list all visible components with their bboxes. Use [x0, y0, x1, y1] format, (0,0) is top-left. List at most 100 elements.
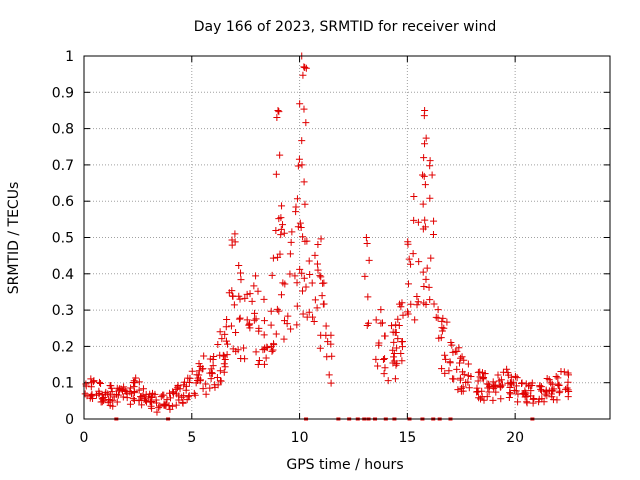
data-point [280, 335, 288, 343]
data-point [216, 328, 224, 336]
data-point [287, 238, 295, 246]
data-point [222, 337, 230, 345]
data-point [190, 389, 198, 397]
data-point [427, 254, 435, 262]
data-point [218, 335, 226, 343]
plot-frame [83, 55, 611, 420]
data-point [310, 318, 318, 326]
data-point [156, 402, 164, 410]
data-point [207, 375, 215, 383]
data-point [221, 330, 229, 338]
data-point [109, 396, 117, 404]
peak-point [274, 106, 282, 114]
data-point [306, 270, 314, 278]
y-tick-label: 0.1 [52, 376, 74, 392]
data-point [325, 371, 333, 379]
data-point [379, 356, 387, 364]
data-point [185, 378, 193, 386]
data-point [392, 361, 400, 369]
data-point [107, 382, 115, 390]
data-point [476, 368, 484, 376]
chart-title: Day 166 of 2023, SRMTID for receiver win… [194, 19, 497, 35]
data-point [284, 312, 292, 320]
data-point [275, 307, 283, 315]
data-point [438, 365, 446, 373]
data-point [188, 367, 196, 375]
data-point [129, 395, 137, 403]
data-point [173, 390, 181, 398]
data-point [155, 404, 163, 412]
data-point [530, 395, 538, 403]
data-point [228, 287, 236, 295]
data-point [421, 181, 429, 189]
data-point [305, 308, 313, 316]
data-point [115, 386, 123, 394]
data-point [269, 254, 277, 262]
data-point [453, 365, 461, 373]
data-point [441, 351, 449, 359]
data-point [157, 393, 165, 401]
data-point [126, 388, 134, 396]
y-axis-label: SRMTID / TECUs [6, 182, 22, 295]
data-point [314, 241, 322, 249]
data-point [126, 400, 134, 408]
data-point [522, 389, 530, 397]
data-point [421, 223, 429, 231]
data-point [302, 119, 310, 127]
data-point [127, 384, 135, 392]
data-point [503, 365, 511, 373]
data-point [390, 349, 398, 357]
data-point [245, 321, 253, 329]
data-point [442, 355, 450, 363]
data-point [430, 217, 438, 225]
data-point [209, 362, 217, 370]
data-point [457, 354, 465, 362]
data-point [211, 383, 219, 391]
data-point [398, 299, 406, 307]
data-point [228, 292, 236, 300]
data-point [260, 295, 268, 303]
data-point [328, 352, 336, 360]
data-point [464, 360, 472, 368]
data-point [554, 380, 562, 388]
data-point [105, 395, 113, 403]
data-point [439, 314, 447, 322]
data-point [263, 344, 271, 352]
x-tick-label: 5 [187, 430, 196, 446]
data-point [327, 379, 335, 387]
data-point [322, 322, 330, 330]
x-tick-label: 15 [398, 430, 416, 446]
data-point [83, 392, 91, 400]
data-point [462, 378, 470, 386]
data-point [216, 351, 224, 359]
data-point [364, 293, 372, 301]
data-point [200, 352, 208, 360]
data-point [293, 195, 301, 203]
data-point [301, 64, 309, 72]
data-point [232, 329, 240, 337]
data-point [277, 291, 285, 299]
data-point [109, 402, 117, 410]
data-point [300, 105, 308, 113]
data-point [236, 295, 244, 303]
x-axis-label: GPS time / hours [286, 457, 403, 473]
data-point [309, 313, 317, 321]
data-point [389, 346, 397, 354]
data-point [119, 393, 127, 401]
data-point [504, 371, 512, 379]
data-point [428, 171, 436, 179]
data-point [422, 300, 430, 308]
data-point [296, 265, 304, 273]
data-point [380, 370, 388, 378]
y-tick-label: 0.2 [52, 339, 74, 355]
data-point [410, 216, 418, 224]
data-point [564, 378, 572, 386]
data-point [139, 392, 147, 400]
data-point [313, 304, 321, 312]
data-point [169, 388, 177, 396]
data-point [104, 390, 112, 398]
data-point [193, 376, 201, 384]
data-point [278, 202, 286, 210]
data-point [210, 352, 218, 360]
data-point [273, 113, 281, 121]
